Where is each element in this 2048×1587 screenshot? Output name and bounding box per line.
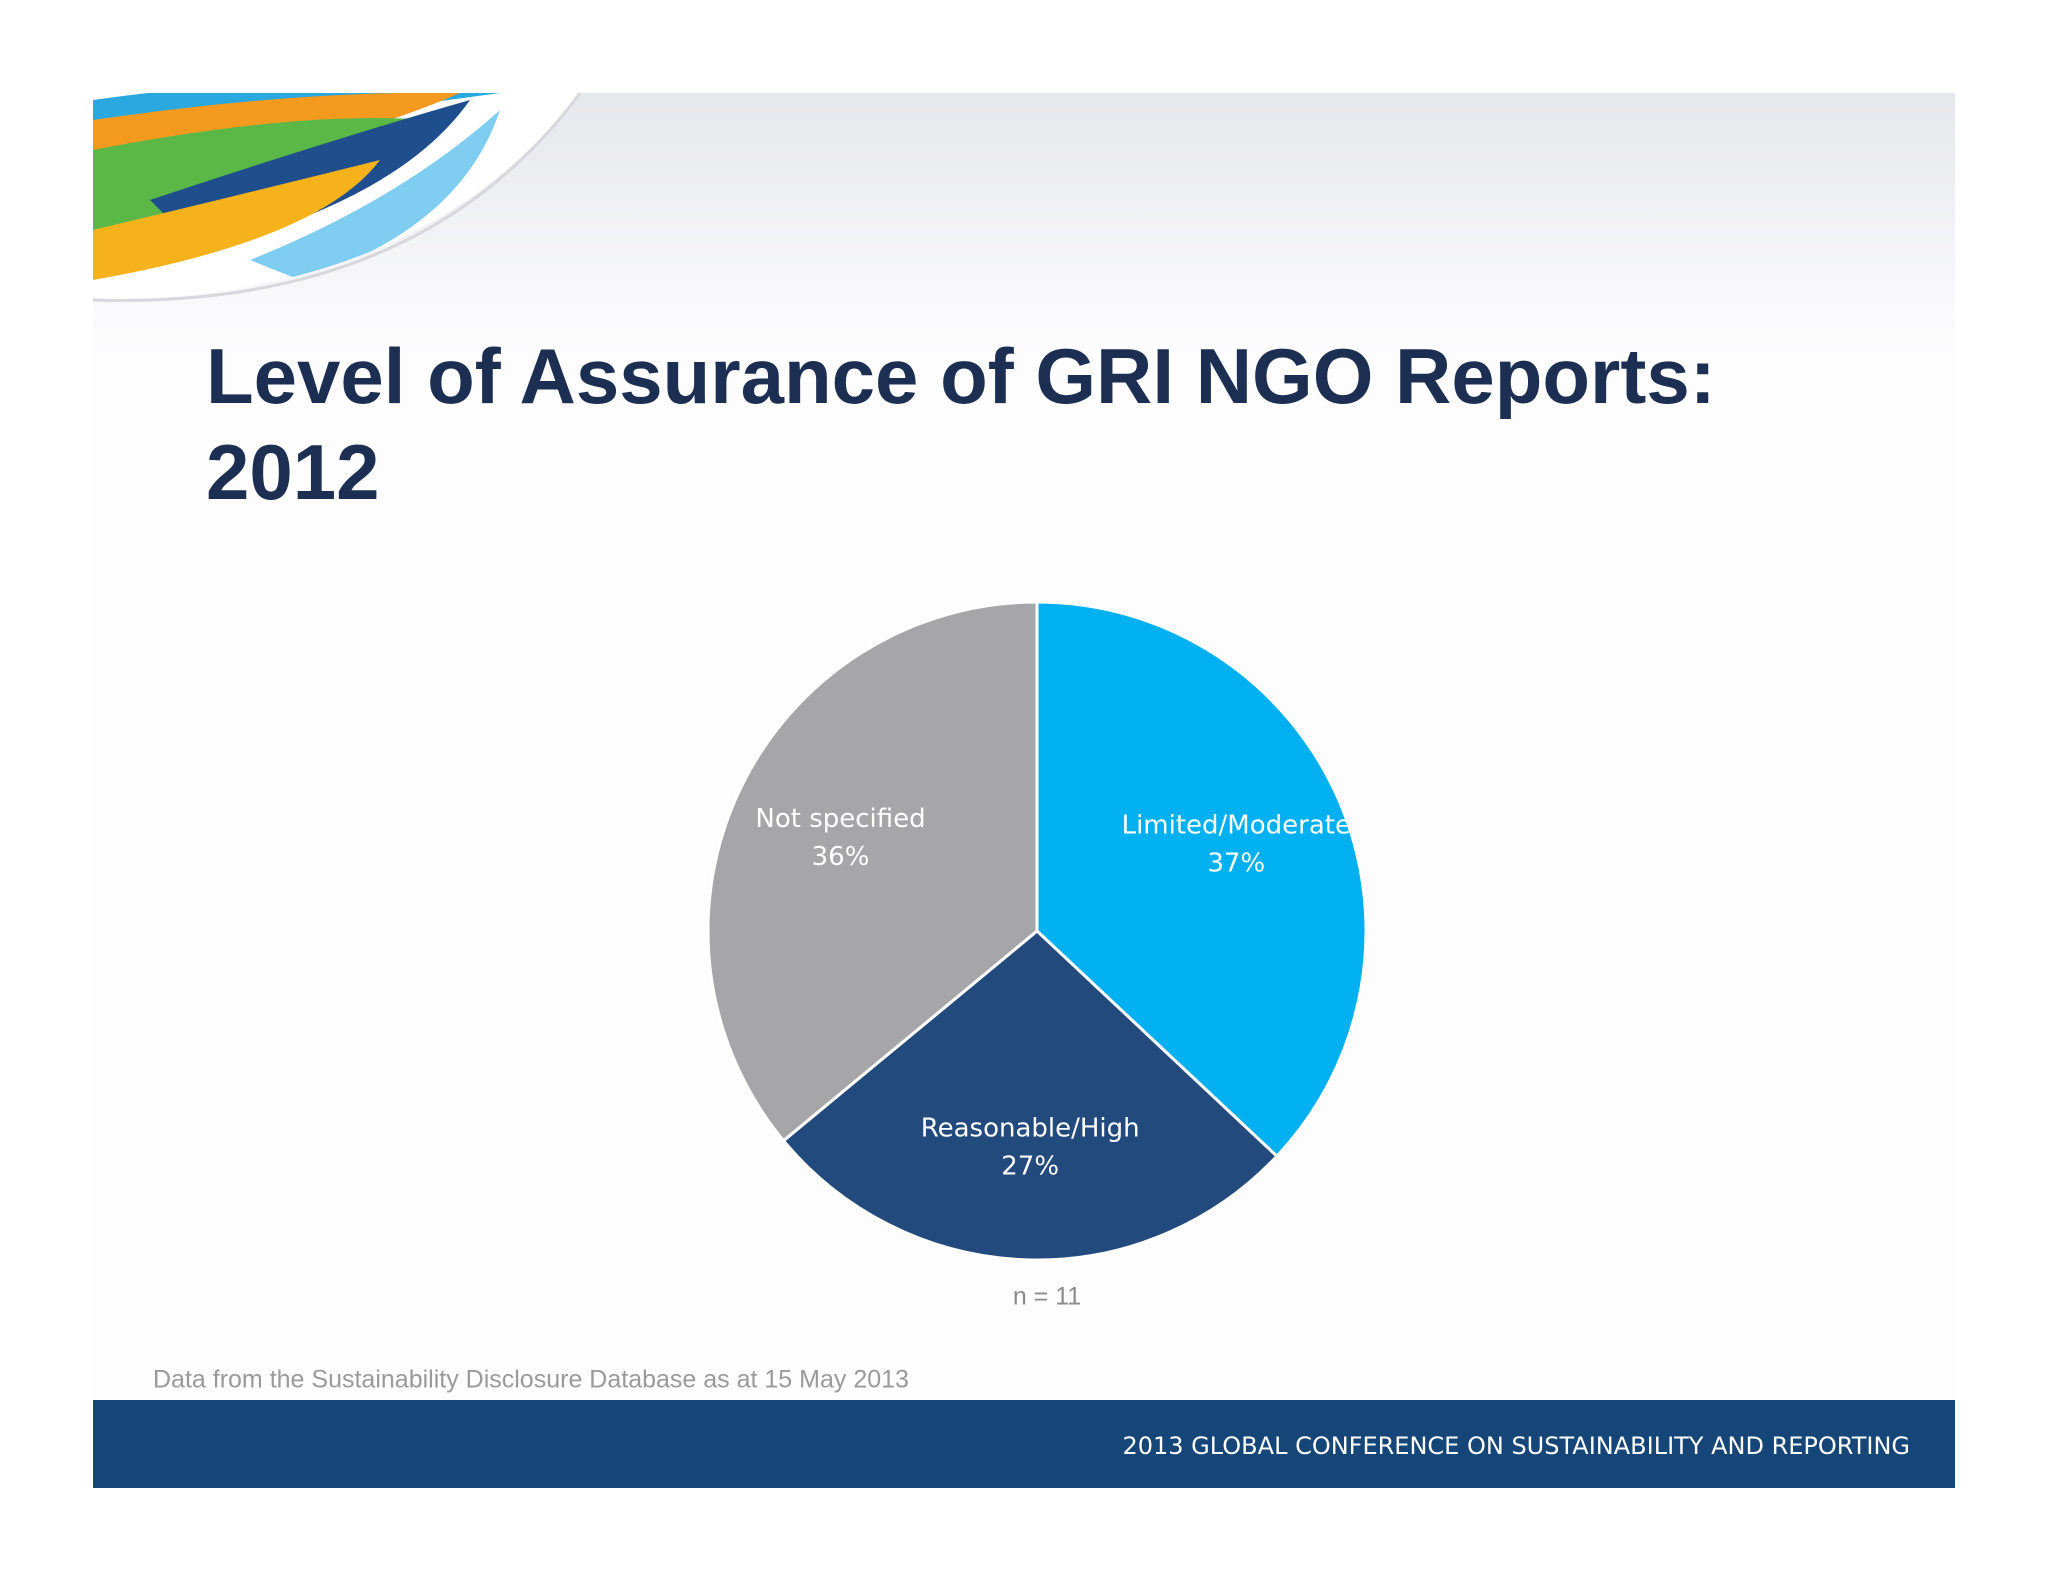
- pie-slice: [706, 600, 1039, 1143]
- slice-label: Not specified: [755, 804, 925, 834]
- slice-value-label: 36%: [812, 842, 870, 872]
- note: n = 11: [1013, 1283, 1081, 1311]
- pie-slice: [781, 929, 1279, 1262]
- logo-edge: [92, 92, 582, 302]
- source-note: Data from the Sustainability Disclosure …: [153, 1366, 909, 1394]
- slice-value-label: 37%: [1207, 848, 1265, 878]
- slice-label: Reasonable/High: [921, 1114, 1140, 1144]
- slice-label: Limited/Moderate: [1122, 810, 1351, 840]
- footer-band: [93, 1400, 1955, 1488]
- chart-title: Level of Assurance of GRI NGO Reports: 20…: [206, 332, 1716, 516]
- slice-value-label: 27%: [1001, 1152, 1059, 1182]
- pie-slice: [1035, 600, 1368, 1159]
- footer-text: 2013 GLOBAL CONFERENCE ON SUSTAINABILITY…: [1122, 1432, 1910, 1460]
